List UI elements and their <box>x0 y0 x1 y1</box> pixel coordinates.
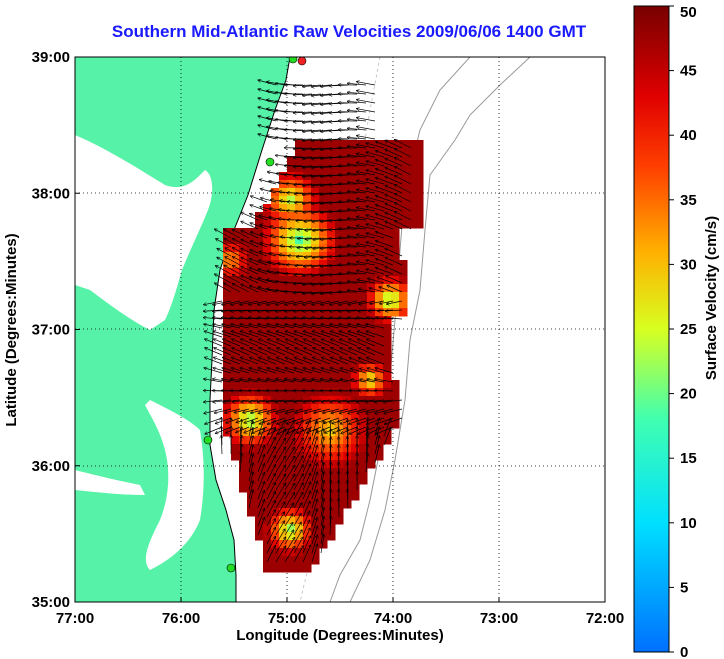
lat-tick-labels: 39:00 38:00 37:00 36:00 35:00 <box>32 49 80 611</box>
lon-tick-label: 72:00 <box>586 610 624 627</box>
colorbar-tick-label: 0 <box>680 644 688 659</box>
colorbar-tick-label: 15 <box>680 450 697 467</box>
bay-water <box>125 200 178 262</box>
lon-tick-label: 77:00 <box>56 610 94 627</box>
map-title: Southern Mid-Atlantic Raw Velocities 200… <box>111 22 587 41</box>
lat-tick-label: 35:00 <box>32 594 70 611</box>
colorbar <box>633 5 670 653</box>
lon-tick-label: 75:00 <box>268 610 306 627</box>
y-axis-label: Latitude (Degrees:Minutes) <box>3 233 20 426</box>
station-marker <box>226 563 236 573</box>
station-marker-alt <box>297 57 307 66</box>
colorbar-tick-label: 35 <box>680 192 697 209</box>
lon-tick-label: 73:00 <box>480 610 518 627</box>
colorbar-ticks: 0 5 10 15 20 25 30 35 40 45 50 <box>669 4 697 659</box>
station-marker <box>265 157 275 167</box>
lat-tick-label: 38:00 <box>32 185 70 202</box>
colorbar-tick-label: 50 <box>680 4 697 21</box>
bay-water <box>75 135 213 330</box>
sound-water <box>75 470 145 495</box>
colorbar-tick-label: 25 <box>680 321 697 338</box>
velocity-arrows <box>204 80 412 563</box>
colorbar-tick-label: 40 <box>680 127 697 144</box>
colorbar-tick-label: 20 <box>680 386 697 403</box>
colorbar-label: Surface Velocity (cm/s) <box>703 216 720 380</box>
station-marker <box>288 57 298 64</box>
x-axis-label: Longitude (Degrees:Minutes) <box>236 627 444 644</box>
plot-area <box>75 57 605 602</box>
sound-water <box>145 400 204 570</box>
lon-tick-label: 76:00 <box>162 610 200 627</box>
lat-tick-label: 39:00 <box>32 49 70 66</box>
lat-tick-label: 37:00 <box>32 322 70 339</box>
lon-tick-labels: 77:00 76:00 75:00 74:00 73:00 72:00 <box>56 597 624 627</box>
lon-tick-label: 74:00 <box>374 610 412 627</box>
colorbar-tick-label: 45 <box>680 63 697 80</box>
colorbar-tick-label: 10 <box>680 515 697 532</box>
station-marker <box>203 435 213 445</box>
bathymetry-contour <box>349 57 531 602</box>
colorbar-tick-label: 5 <box>680 579 688 596</box>
lat-tick-label: 36:00 <box>32 458 70 475</box>
colorbar-tick-label: 30 <box>680 256 697 273</box>
